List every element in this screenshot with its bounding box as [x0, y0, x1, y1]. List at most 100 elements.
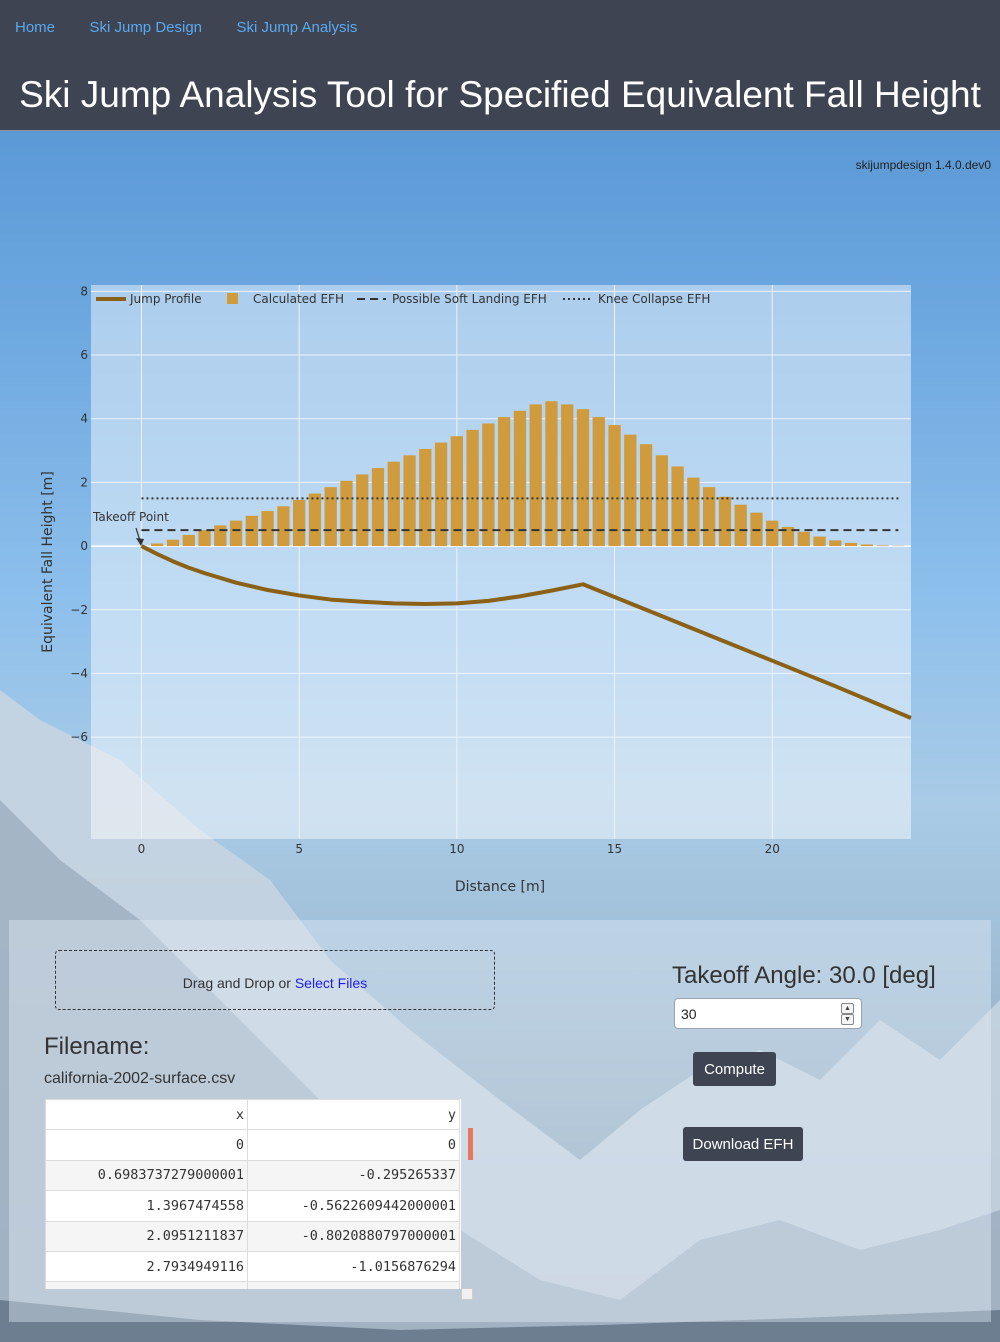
efh-bar [498, 417, 511, 547]
takeoff-angle-stepper[interactable]: ▲ ▼ [841, 1003, 854, 1025]
efh-bar [166, 539, 180, 547]
chart-lines [140, 497, 912, 720]
y-tick-label: 0 [80, 539, 88, 553]
efh-bar [766, 520, 779, 547]
y-axis-label: Equivalent Fall Height [m] [40, 471, 56, 653]
efh-bar [655, 455, 668, 547]
table-scrollbar-corner [461, 1288, 473, 1300]
table-row: 2.7934949116 -1.0156876294 [45, 1250, 460, 1283]
version-label: skijumpdesign 1.4.0.dev0 [855, 158, 991, 172]
x-tick-label: 0 [138, 842, 146, 856]
table-cell[interactable]: -0.5622609442000001 [247, 1190, 460, 1222]
efh-bar [781, 526, 795, 547]
filename-label: Filename: [44, 1033, 150, 1060]
efh-bar [387, 461, 400, 547]
file-upload-dropzone[interactable]: Drag and Drop or Select Files [55, 950, 495, 1010]
efh-bar [592, 417, 605, 547]
x-tick-label: 5 [295, 842, 303, 856]
efh-bar [151, 543, 164, 547]
stepper-down-icon[interactable]: ▼ [841, 1014, 854, 1025]
efh-bar [308, 493, 322, 547]
table-cell[interactable]: 2.7934949116 [45, 1250, 248, 1283]
data-table[interactable]: x y 0 0 0.6983737279000001 -0.295265337 … [45, 1099, 461, 1289]
grid-lines [91, 285, 911, 839]
efh-bar [371, 468, 385, 547]
legend-soft-landing-label: Possible Soft Landing EFH [392, 292, 547, 306]
compute-button[interactable]: Compute [693, 1052, 776, 1086]
y-tick-label: −6 [70, 730, 88, 744]
takeoff-arrow-head [136, 538, 144, 546]
page-title: Ski Jump Analysis Tool for Specified Equ… [19, 74, 981, 115]
filename-value: california-2002-surface.csv [44, 1070, 236, 1087]
y-tick-label: 8 [80, 284, 88, 298]
efh-bar [340, 480, 353, 547]
efh-bar [860, 544, 873, 547]
efh-bars [151, 401, 905, 547]
efh-bar [624, 434, 637, 547]
table-cell[interactable]: 0 [247, 1129, 460, 1161]
legend-knee-collapse-label: Knee Collapse EFH [598, 292, 710, 306]
efh-bar [324, 487, 337, 547]
axis-ticks: −6 −4 −2 0 2 4 6 8 0 5 10 15 20 [70, 284, 780, 856]
y-tick-label: 2 [80, 475, 88, 489]
x-axis-label: Distance [m] [455, 879, 545, 895]
table-row: 1.3967474558 -0.5622609442000001 [45, 1190, 460, 1222]
efh-bar [734, 504, 747, 547]
legend-efh-swatch [227, 293, 238, 304]
table-header-row: x y [45, 1099, 460, 1131]
upload-instructions: Drag and Drop or [182, 975, 295, 991]
y-tick-label: −4 [70, 666, 88, 680]
efh-bar [434, 442, 448, 547]
efh-bar [277, 506, 290, 547]
table-row: 2.0951211837 -0.8020880797000001 [45, 1220, 460, 1252]
efh-bar [703, 487, 716, 547]
download-efh-button[interactable]: Download EFH [683, 1127, 803, 1161]
table-scrollbar-thumb[interactable] [468, 1128, 473, 1160]
table-cell[interactable]: 1.3967474558 [45, 1190, 248, 1222]
efh-bar [529, 404, 542, 547]
efh-bar [214, 525, 227, 547]
table-cell[interactable]: 0 [45, 1129, 248, 1161]
nav-ski-jump-design-link[interactable]: Ski Jump Design [89, 19, 203, 36]
nav-ski-jump-analysis-link[interactable]: Ski Jump Analysis [236, 19, 358, 36]
takeoff-annotation-label: Takeoff Point [92, 510, 169, 524]
select-files-link[interactable]: Select Files [294, 975, 368, 991]
column-header-x[interactable]: x [45, 1099, 248, 1131]
table-cell[interactable]: -1.0156876294 [247, 1250, 460, 1283]
table-cell[interactable] [45, 1281, 248, 1289]
efh-bar [797, 531, 810, 547]
efh-bar [182, 534, 195, 547]
efh-bar [813, 536, 826, 547]
table-row: 0 0 [45, 1129, 460, 1161]
nav-links: Home Ski Jump Design Ski Jump Analysis [15, 19, 387, 37]
stepper-up-icon[interactable]: ▲ [841, 1003, 854, 1014]
efh-bar [561, 404, 574, 547]
efh-bar [876, 545, 889, 547]
efh-bar [513, 410, 527, 547]
efh-bar [844, 542, 858, 547]
efh-chart[interactable]: −6 −4 −2 0 2 4 6 8 0 5 10 15 20 Takeoff Point Jump P… [0, 280, 1000, 900]
efh-bar [608, 425, 621, 547]
efh-bar [293, 499, 306, 547]
y-tick-label: −2 [70, 603, 88, 617]
efh-bar [466, 429, 479, 547]
column-header-y[interactable]: y [247, 1099, 460, 1131]
takeoff-annotation: Takeoff Point [92, 510, 169, 546]
table-cell[interactable]: -0.8020880797000001 [247, 1220, 460, 1252]
takeoff-angle-input[interactable] [674, 998, 862, 1029]
efh-bar [482, 423, 495, 547]
table-cell[interactable]: 0.6983737279000001 [45, 1159, 248, 1192]
efh-bar [671, 466, 684, 547]
legend-efh-label: Calculated EFH [253, 292, 344, 306]
efh-bar [639, 444, 653, 547]
table-row [45, 1281, 460, 1289]
efh-bar [356, 474, 369, 547]
table-cell[interactable] [247, 1281, 460, 1289]
efh-bar [687, 477, 700, 547]
efh-bar [450, 436, 463, 547]
efh-bar [419, 448, 432, 547]
chart-legend: Jump Profile Calculated EFH Possible Sof… [96, 292, 710, 306]
table-cell[interactable]: -0.295265337 [247, 1159, 460, 1192]
table-cell[interactable]: 2.0951211837 [45, 1220, 248, 1252]
nav-home-link[interactable]: Home [15, 19, 56, 36]
